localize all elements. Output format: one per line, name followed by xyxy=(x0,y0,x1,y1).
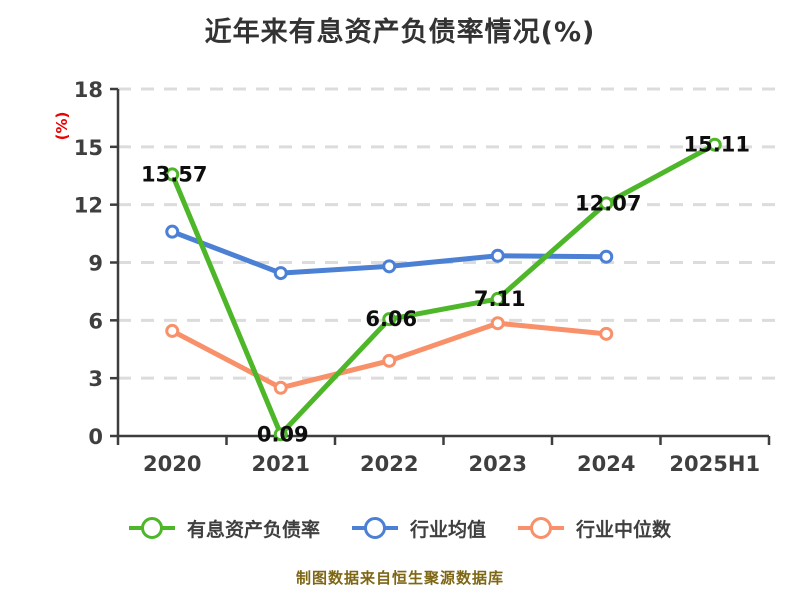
chart-title: 近年来有息资产负债率情况(%) xyxy=(204,17,596,48)
data-point-行业中位数-2023[interactable] xyxy=(490,316,505,331)
legend-label: 有息资产负债率 xyxy=(186,518,320,541)
legend-item-industry-mean[interactable]: 行业均值 xyxy=(351,515,486,542)
y-tick-label-3: 3 xyxy=(88,367,103,391)
data-point-行业中位数-2020[interactable] xyxy=(165,323,180,338)
legend-item-debt-ratio[interactable]: 有息资产负债率 xyxy=(128,515,320,542)
legend-orange-marker-icon xyxy=(518,516,564,540)
x-tick-label-2020: 2020 xyxy=(143,452,201,476)
y-tick-label-12: 12 xyxy=(74,194,103,218)
y-tick-label-15: 15 xyxy=(74,136,103,160)
data-point-行业中位数-2021[interactable] xyxy=(273,380,288,395)
data-point-行业中位数-2022[interactable] xyxy=(382,353,397,368)
data-source-note: 制图数据来自恒生聚源数据库 xyxy=(295,569,504,587)
x-tick-label-2022: 2022 xyxy=(360,452,418,476)
data-label-7.11: 7.11 xyxy=(474,287,526,311)
data-point-有息资产负债率-2021[interactable] xyxy=(273,427,288,442)
legend-item-industry-median[interactable]: 行业中位数 xyxy=(518,515,671,542)
x-tick-label-2021: 2021 xyxy=(252,452,310,476)
data-point-行业均值-2022[interactable] xyxy=(382,259,397,274)
data-label-6.06: 6.06 xyxy=(365,307,417,331)
y-tick-label-9: 9 xyxy=(88,252,103,276)
series-line-有息资产负债率 xyxy=(169,142,718,437)
data-point-有息资产负债率-2024[interactable] xyxy=(599,196,614,211)
data-point-行业均值-2020[interactable] xyxy=(165,224,180,239)
data-point-行业均值-2021[interactable] xyxy=(273,266,288,281)
y-tick-label-6: 6 xyxy=(88,309,103,333)
data-label-12.07: 12.07 xyxy=(575,191,641,215)
data-point-有息资产负债率-2020[interactable] xyxy=(165,167,180,182)
data-label-0.09: 0.09 xyxy=(257,422,309,446)
data-point-有息资产负债率-2025H1[interactable] xyxy=(707,137,722,152)
data-point-有息资产负债率-2022[interactable] xyxy=(382,312,397,327)
legend-label: 行业中位数 xyxy=(576,518,672,541)
x-tick-label-2023: 2023 xyxy=(469,452,527,476)
legend-label: 行业均值 xyxy=(409,518,486,541)
x-tick-label-2024: 2024 xyxy=(577,452,635,476)
legend-green-marker-icon xyxy=(128,516,175,540)
data-label-13.57: 13.57 xyxy=(141,162,207,186)
data-point-行业中位数-2024[interactable] xyxy=(599,326,614,341)
legend-blue-marker-icon xyxy=(351,516,398,540)
data-point-行业均值-2024[interactable] xyxy=(599,249,614,264)
x-tick-label-2025H1: 2025H1 xyxy=(669,452,760,476)
data-point-行业均值-2023[interactable] xyxy=(490,248,505,263)
data-point-有息资产负债率-2023[interactable] xyxy=(490,291,505,306)
plot-area: 0 3 6 9 12 15 18 2020 2021 2022 2023 2024 2025H1 13.5… xyxy=(74,78,783,476)
y-tick-label-0: 0 xyxy=(88,425,103,449)
legend: 有息资产负债率 行业均值 行业中位数 xyxy=(0,514,800,542)
y-tick-label-18: 18 xyxy=(74,78,103,102)
data-label-15.11: 15.11 xyxy=(684,133,750,157)
